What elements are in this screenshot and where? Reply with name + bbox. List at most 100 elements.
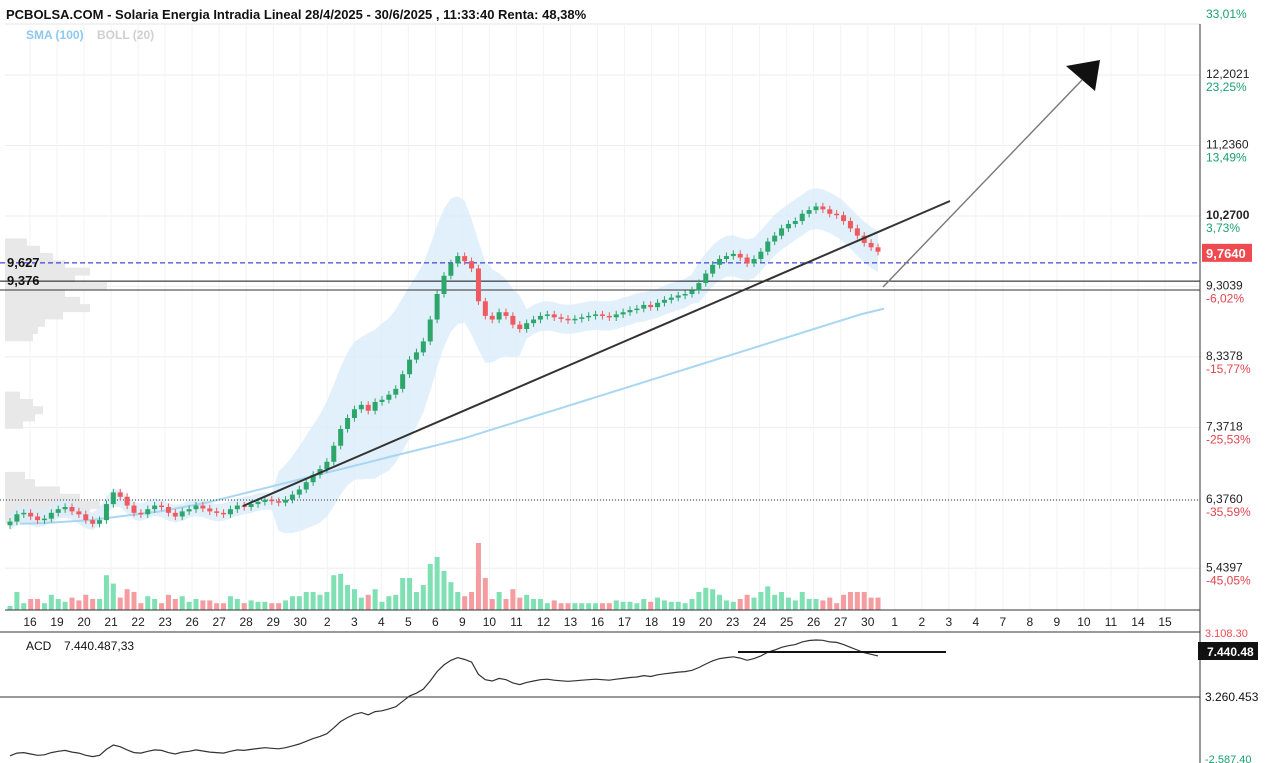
candle-body (806, 210, 812, 214)
volume-bar (723, 600, 729, 610)
candle-body (413, 352, 419, 360)
volume-profile-bar (5, 471, 25, 480)
volume-bar (172, 599, 178, 610)
volume-bar (868, 597, 874, 610)
candle-body (186, 509, 192, 512)
candle-body (103, 504, 109, 521)
acd-value-box (1198, 642, 1258, 660)
volume-bar (572, 603, 578, 610)
volume-bar (283, 600, 289, 610)
volume-bar (751, 597, 757, 610)
candle-body (482, 301, 488, 316)
x-tick-label: 4 (378, 615, 385, 629)
candle-body (586, 315, 592, 318)
x-tick-label: 10 (1077, 615, 1091, 629)
x-tick-label: 22 (131, 615, 145, 629)
volume-bar (469, 592, 475, 610)
candle-body (62, 507, 68, 510)
volume-bar (310, 592, 316, 610)
candle-body (689, 290, 695, 294)
volume-bar (386, 596, 392, 610)
volume-bar (248, 600, 254, 610)
x-tick-label: 7 (1000, 615, 1007, 629)
bollinger-band (10, 188, 878, 534)
volume-bar (324, 592, 330, 610)
candle-body (785, 223, 791, 229)
candle-body (165, 507, 171, 513)
current-price-box (1202, 243, 1252, 262)
volume-profile-bar (5, 318, 45, 327)
volume-bar (841, 594, 847, 610)
candle-body (634, 308, 640, 311)
volume-bar (152, 599, 158, 610)
acd-value: 7.440.487,33 (64, 639, 134, 653)
volume-bar (813, 599, 819, 610)
candle-body (799, 213, 805, 222)
candle-body (69, 507, 75, 512)
top-pct-label: 33,01% (1206, 7, 1247, 21)
candle-body (758, 251, 764, 259)
volume-bar (847, 592, 853, 610)
x-tick-label: 10 (483, 615, 497, 629)
acd-current-label: 7.440.48 (1207, 645, 1254, 659)
candle-body (7, 521, 13, 526)
candle-body (551, 314, 557, 318)
arrow-head (1066, 60, 1100, 91)
volume-bar (372, 589, 378, 610)
volume-bar (427, 564, 433, 610)
x-tick-label: 20 (699, 615, 713, 629)
volume-bar (379, 601, 385, 610)
volume-bar (296, 596, 302, 610)
candle-body (35, 516, 41, 521)
candle-body (214, 511, 220, 513)
candle-body (710, 264, 716, 274)
candle-body (331, 445, 337, 462)
candle-body (765, 241, 771, 252)
volume-bar (455, 592, 461, 610)
candle-body (172, 512, 178, 517)
volume-bar (765, 586, 771, 610)
candle-body (193, 505, 199, 510)
sma-legend: SMA (100) (26, 28, 84, 42)
volume-bar (579, 603, 585, 610)
volume-bar (675, 601, 681, 610)
volume-bar (200, 600, 206, 610)
x-tick-label: 19 (672, 615, 686, 629)
candle-body (648, 304, 654, 308)
volume-bar (648, 601, 654, 610)
volume-bar (193, 599, 199, 610)
volume-bar (227, 596, 233, 610)
volume-bar (717, 594, 723, 610)
candle-body (90, 520, 96, 524)
volume-bar (730, 601, 736, 610)
volume-bar (696, 592, 702, 610)
volume-profile-bar (5, 413, 35, 422)
volume-bar (90, 599, 96, 610)
volume-bar (413, 592, 419, 610)
candle-body (41, 518, 47, 521)
candle-body (310, 474, 316, 483)
x-tick-label: 9 (459, 615, 466, 629)
candle-body (152, 505, 158, 510)
volume-profile-bar (5, 238, 27, 247)
volume-bar (117, 597, 123, 610)
candle-body (434, 293, 440, 320)
candle-body (400, 374, 406, 389)
price-tick-label: 6,3760 (1206, 492, 1243, 506)
volume-bar (593, 603, 599, 610)
price-pct-label: -6,02% (1206, 291, 1244, 305)
candle-body (227, 509, 233, 515)
candle-body (558, 317, 564, 319)
volume-bar (586, 603, 592, 610)
candle-body (641, 304, 647, 309)
candle-body (289, 494, 295, 500)
x-tick-label: 28 (240, 615, 254, 629)
x-tick-label: 30 (294, 615, 308, 629)
x-tick-label: 1 (891, 615, 898, 629)
volume-bar (448, 582, 454, 610)
volume-bar (97, 599, 103, 610)
projection-line (882, 79, 1083, 288)
volume-bar (496, 592, 502, 610)
volume-bar (103, 575, 109, 610)
